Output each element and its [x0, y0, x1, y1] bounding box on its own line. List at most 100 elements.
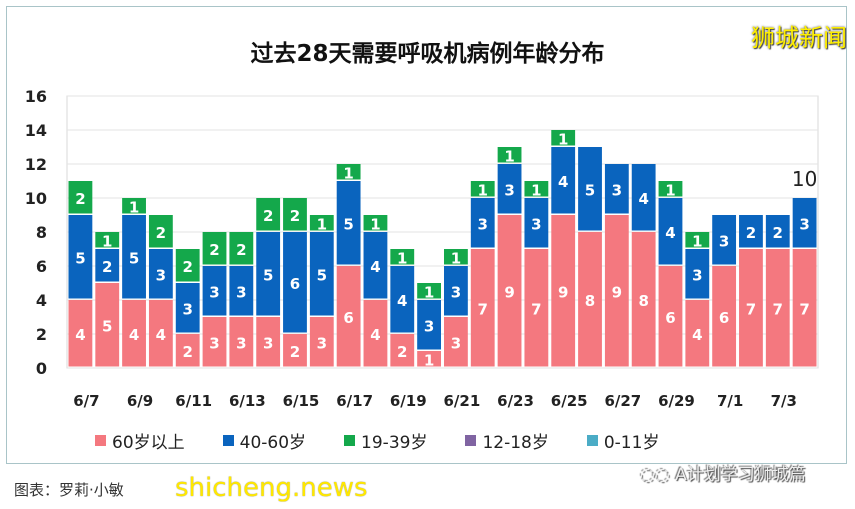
y-tick-label: 8: [36, 223, 47, 242]
x-tick-label: 6/21: [444, 392, 481, 410]
bar-segment: [202, 266, 227, 316]
data-label: 3: [531, 216, 541, 234]
bar-segment: [175, 334, 200, 367]
bar-segment: [470, 198, 495, 248]
bar-segment: [685, 232, 710, 248]
bar-segment: [68, 300, 93, 367]
legend-label: 40-60岁: [239, 433, 307, 453]
data-label: 4: [370, 326, 380, 344]
wechat-account: ◌◌ A计划学习狮城篇: [640, 465, 806, 485]
data-label: 1: [424, 352, 434, 370]
data-label: 2: [290, 343, 300, 361]
data-label: 2: [75, 190, 85, 208]
data-label: 3: [236, 335, 246, 353]
data-label: 1: [692, 233, 702, 251]
bar-segment: [175, 249, 200, 282]
data-label: 2: [182, 258, 192, 276]
x-tick-label: 6/11: [175, 392, 212, 410]
legend-label: 60岁以上: [112, 433, 185, 453]
data-label: 6: [343, 309, 353, 327]
x-tick-label: 6/25: [551, 392, 588, 410]
data-label: 4: [638, 190, 648, 208]
bar-segment: [685, 300, 710, 367]
data-label: 9: [504, 284, 514, 302]
bar-segment: [390, 334, 415, 367]
x-tick-label: 6/13: [229, 392, 266, 410]
legend-item: 12-18岁: [465, 428, 549, 453]
y-tick-label: 14: [25, 121, 47, 140]
bar-segment: [68, 215, 93, 299]
x-tick-label: 6/9: [127, 392, 153, 410]
data-label: 5: [102, 318, 112, 336]
data-label: 3: [209, 284, 219, 302]
data-label: 3: [504, 182, 514, 200]
bar-segment: [229, 232, 254, 265]
bar-segment: [229, 317, 254, 367]
data-label: 6: [719, 309, 729, 327]
bar-segment: [122, 300, 146, 367]
data-label: 1: [397, 250, 407, 268]
bar-segment: [444, 249, 468, 265]
bar-segment: [551, 215, 576, 367]
bar-segment: [390, 249, 415, 265]
bar-segment: [765, 249, 790, 367]
bar-segment: [604, 164, 629, 214]
bar-segment: [658, 181, 683, 197]
data-label: 6: [665, 309, 675, 327]
data-label: 2: [236, 241, 246, 259]
data-label: 4: [397, 292, 407, 310]
data-label: 9: [558, 284, 568, 302]
data-label: 7: [478, 301, 488, 319]
y-tick-label: 10: [25, 189, 47, 208]
bar-segment: [524, 181, 549, 197]
legend-swatch: [222, 435, 234, 446]
data-label: 4: [75, 326, 85, 344]
data-label: 2: [182, 343, 192, 361]
bar-segment: [283, 232, 307, 333]
bar-segment: [578, 232, 602, 367]
chart-plot: 02468101214164526/75214516/94322326/1133…: [25, 87, 819, 410]
data-label: 1: [370, 216, 380, 234]
legend-swatch: [586, 435, 598, 446]
data-label: 3: [451, 335, 461, 353]
data-label: 4: [370, 258, 380, 276]
bar-segment: [524, 249, 549, 367]
data-label: 3: [236, 284, 246, 302]
data-label: 4: [558, 173, 568, 191]
bar-segment: [175, 283, 200, 333]
bar-segment: [765, 215, 790, 248]
data-label: 1: [531, 182, 541, 200]
bar-segment: [390, 266, 415, 333]
bar-segment: [497, 215, 522, 367]
bar-segment: [283, 198, 307, 231]
bar-segment: [685, 249, 710, 299]
data-label: 4: [129, 326, 139, 344]
bar-segment: [551, 147, 576, 214]
bar-segment: [95, 283, 120, 367]
bar-segment: [444, 266, 468, 316]
legend-swatch: [344, 435, 356, 446]
legend-item: 0-11岁: [586, 428, 659, 453]
bar-segment: [631, 164, 656, 231]
data-label: 7: [746, 301, 756, 319]
data-label: 6: [290, 275, 300, 293]
bar-segment: [631, 232, 656, 367]
bar-segment: [712, 266, 737, 367]
data-label: 2: [263, 207, 273, 225]
bar-segment: [497, 164, 522, 214]
bar-segment: [470, 249, 495, 367]
credit-text: 图表：罗莉·小敏: [14, 481, 124, 499]
bar-segment: [470, 181, 495, 197]
data-label: 3: [799, 216, 809, 234]
data-label: 5: [585, 182, 595, 200]
data-label: 7: [773, 301, 783, 319]
bar-segment: [148, 215, 173, 248]
bar-segment: [578, 147, 602, 231]
x-tick-label: 6/23: [497, 392, 534, 410]
data-label: 1: [102, 233, 112, 251]
data-label: 3: [182, 301, 192, 319]
data-label: 3: [317, 335, 327, 353]
bar-segment: [309, 317, 334, 367]
data-label: 7: [531, 301, 541, 319]
data-label: 8: [638, 292, 648, 310]
